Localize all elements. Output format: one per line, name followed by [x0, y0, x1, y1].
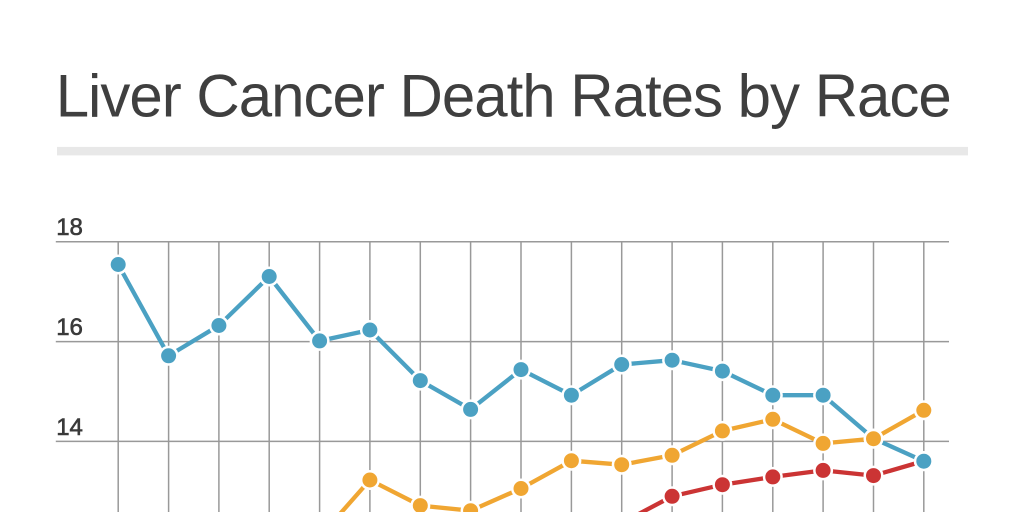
svg-text:Liver Cancer Death Rates by Ra: Liver Cancer Death Rates by Race	[56, 63, 951, 130]
svg-text:16: 16	[56, 314, 83, 341]
svg-text:14: 14	[56, 414, 83, 441]
svg-text:18: 18	[56, 214, 83, 241]
